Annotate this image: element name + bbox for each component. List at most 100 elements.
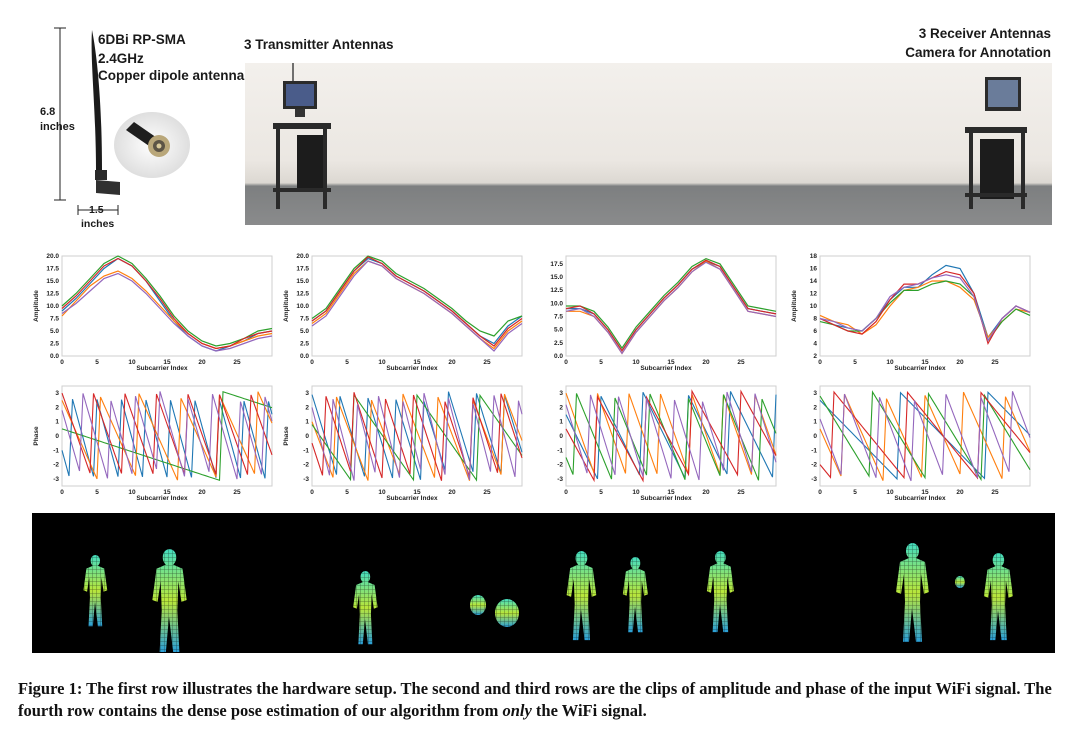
y-tick-label: 17.5 bbox=[550, 261, 563, 268]
y-tick-label: 5.0 bbox=[300, 328, 309, 335]
x-axis-label: Subcarrier Index bbox=[386, 365, 438, 372]
x-axis-label: Subcarrier Index bbox=[136, 495, 188, 502]
plot-frame bbox=[565, 255, 777, 357]
y-tick-label: 3 bbox=[813, 390, 817, 397]
y-tick-label: 10.0 bbox=[296, 303, 309, 310]
pose-figure bbox=[896, 543, 929, 642]
antenna-spec-1: 6DBi RP-SMA bbox=[98, 32, 186, 47]
series-line bbox=[565, 261, 777, 355]
transmitter-label: 3 Transmitter Antennas bbox=[244, 37, 394, 52]
y-tick-label: 10.0 bbox=[46, 303, 59, 310]
pose-figure bbox=[83, 555, 108, 627]
dense-pose-figures bbox=[83, 543, 1013, 652]
x-tick-label: 10 bbox=[128, 489, 136, 496]
y-tick-label: 2.5 bbox=[554, 340, 563, 347]
y-axis-label: Phase bbox=[283, 426, 290, 446]
pose-figure bbox=[955, 576, 965, 588]
x-tick-label: 0 bbox=[818, 359, 822, 366]
y-tick-label: -2 bbox=[811, 462, 817, 469]
caption-suffix: the WiFi signal. bbox=[531, 701, 647, 720]
y-tick-label: 0 bbox=[813, 433, 817, 440]
x-axis-label: Subcarrier Index bbox=[386, 495, 438, 502]
x-tick-label: 20 bbox=[448, 489, 456, 496]
series-line bbox=[819, 274, 1031, 342]
y-tick-label: 8 bbox=[813, 316, 817, 323]
pose-figure bbox=[983, 553, 1013, 641]
pose-figure bbox=[566, 551, 597, 641]
y-tick-label: 1 bbox=[559, 419, 563, 426]
receiver-label: 3 Receiver Antennas bbox=[918, 26, 1051, 41]
phase-4-chart: 0 5 10 15 20 25 -3 -2 -1 0 1 2 3 Subcarrier Index bbox=[811, 385, 1031, 502]
x-tick-label: 10 bbox=[632, 489, 640, 496]
pose-figure bbox=[152, 549, 187, 652]
x-tick-label: 15 bbox=[921, 359, 929, 366]
series-line bbox=[311, 255, 523, 337]
x-tick-label: 10 bbox=[378, 489, 386, 496]
x-axis-label: Subcarrier Index bbox=[894, 365, 946, 372]
y-tick-label: -3 bbox=[811, 476, 817, 483]
x-tick-label: 0 bbox=[310, 359, 314, 366]
y-tick-label: 10.0 bbox=[550, 300, 563, 307]
series-line bbox=[565, 389, 777, 483]
pose-figure bbox=[622, 557, 648, 633]
y-tick-label: 1 bbox=[813, 419, 817, 426]
x-tick-label: 20 bbox=[956, 359, 964, 366]
x-tick-label: 20 bbox=[198, 359, 206, 366]
y-tick-label: 0 bbox=[55, 433, 59, 440]
x-tick-label: 10 bbox=[886, 359, 894, 366]
y-tick-label: 1 bbox=[305, 419, 309, 426]
y-tick-label: 2.5 bbox=[300, 341, 309, 348]
x-tick-label: 0 bbox=[818, 489, 822, 496]
y-tick-label: 18 bbox=[810, 253, 818, 260]
pose-figure bbox=[470, 595, 486, 615]
y-tick-label: 20.0 bbox=[46, 253, 59, 260]
series-line bbox=[311, 260, 523, 352]
series-line bbox=[311, 391, 523, 480]
x-tick-label: 5 bbox=[599, 359, 603, 366]
y-tick-label: 3 bbox=[305, 390, 309, 397]
x-tick-label: 15 bbox=[163, 489, 171, 496]
y-axis-label: Amplitude bbox=[791, 290, 798, 322]
y-tick-label: -3 bbox=[557, 476, 563, 483]
series-line bbox=[61, 398, 273, 479]
x-tick-label: 0 bbox=[564, 359, 568, 366]
x-tick-label: 0 bbox=[310, 489, 314, 496]
pose-figure bbox=[495, 599, 519, 627]
width-value: 1.5 bbox=[89, 204, 104, 216]
antenna-spec-2: 2.4GHz bbox=[98, 51, 144, 66]
transmitter-cart bbox=[273, 63, 331, 209]
receiver-cart bbox=[965, 77, 1027, 209]
amplitude-2-chart: 0 5 10 15 20 25 0.0 2.5 5.0 7.5 10.0 12.5 15.0 17.5 20… bbox=[283, 253, 523, 372]
series-line bbox=[819, 390, 1031, 482]
y-tick-label: 12.5 bbox=[296, 291, 309, 298]
x-tick-label: 0 bbox=[60, 359, 64, 366]
x-tick-label: 20 bbox=[702, 359, 710, 366]
caption-prefix: Figure 1: The first row illustrates the … bbox=[18, 679, 1052, 720]
phase-3-chart: 0 5 10 15 20 25 -3 -2 -1 0 1 2 3 Subcarrier Index bbox=[557, 385, 777, 502]
x-tick-label: 0 bbox=[60, 489, 64, 496]
y-tick-label: 10 bbox=[810, 303, 818, 310]
series-line bbox=[311, 392, 523, 481]
x-tick-label: 25 bbox=[737, 489, 745, 496]
y-tick-label: 15.0 bbox=[46, 278, 59, 285]
y-tick-label: 20.0 bbox=[296, 253, 309, 260]
signal-charts: 0 5 10 15 20 250.02.55.07.510.012.515.017.520… bbox=[33, 253, 1031, 502]
series-line bbox=[819, 390, 1031, 480]
y-tick-label: -3 bbox=[303, 476, 309, 483]
y-tick-label: -1 bbox=[303, 447, 309, 454]
y-tick-label: -1 bbox=[557, 447, 563, 454]
y-tick-label: 12.5 bbox=[46, 291, 59, 298]
series-line bbox=[819, 391, 1031, 482]
pose-figure bbox=[706, 551, 734, 633]
y-tick-label: 0.0 bbox=[554, 353, 563, 360]
x-axis-label: Subcarrier Index bbox=[640, 495, 692, 502]
series-line bbox=[311, 393, 523, 482]
x-tick-label: 10 bbox=[378, 359, 386, 366]
series-line bbox=[61, 391, 273, 481]
x-tick-label: 5 bbox=[853, 359, 857, 366]
y-tick-label: 2 bbox=[813, 353, 817, 360]
series-line bbox=[819, 390, 1031, 481]
y-tick-label: 2 bbox=[305, 404, 309, 411]
series-line bbox=[566, 257, 777, 350]
y-tick-label: -1 bbox=[811, 447, 817, 454]
